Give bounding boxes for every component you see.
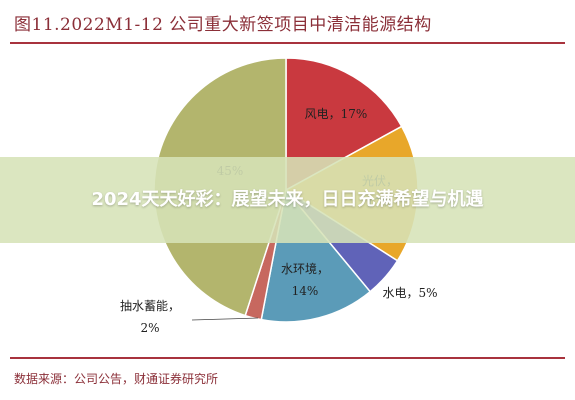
headline-text: 2024天天好彩：展望未来，日日充满希望与机遇: [91, 189, 484, 210]
slice-pct-label-5: 2%: [140, 321, 159, 335]
footer-divider: [10, 357, 565, 359]
data-source: 数据来源：公司公告，财通证券研究所: [14, 372, 219, 386]
leader-line-5: [191, 317, 259, 321]
slice-pct-label-4: 14%: [292, 284, 319, 298]
headline-banner: 2024天天好彩：展望未来，日日充满希望与机遇: [0, 157, 575, 243]
title-divider: [10, 42, 565, 44]
slice-label-5: 抽水蓄能，: [120, 299, 180, 313]
slice-label-0: 风电，17%: [305, 107, 368, 121]
slice-label-3: 水电，5%: [382, 286, 437, 300]
slice-label-4: 水环境，: [281, 261, 329, 276]
chart-title: 图11.2022M1-12 公司重大新签项目中清洁能源结构: [14, 15, 432, 35]
